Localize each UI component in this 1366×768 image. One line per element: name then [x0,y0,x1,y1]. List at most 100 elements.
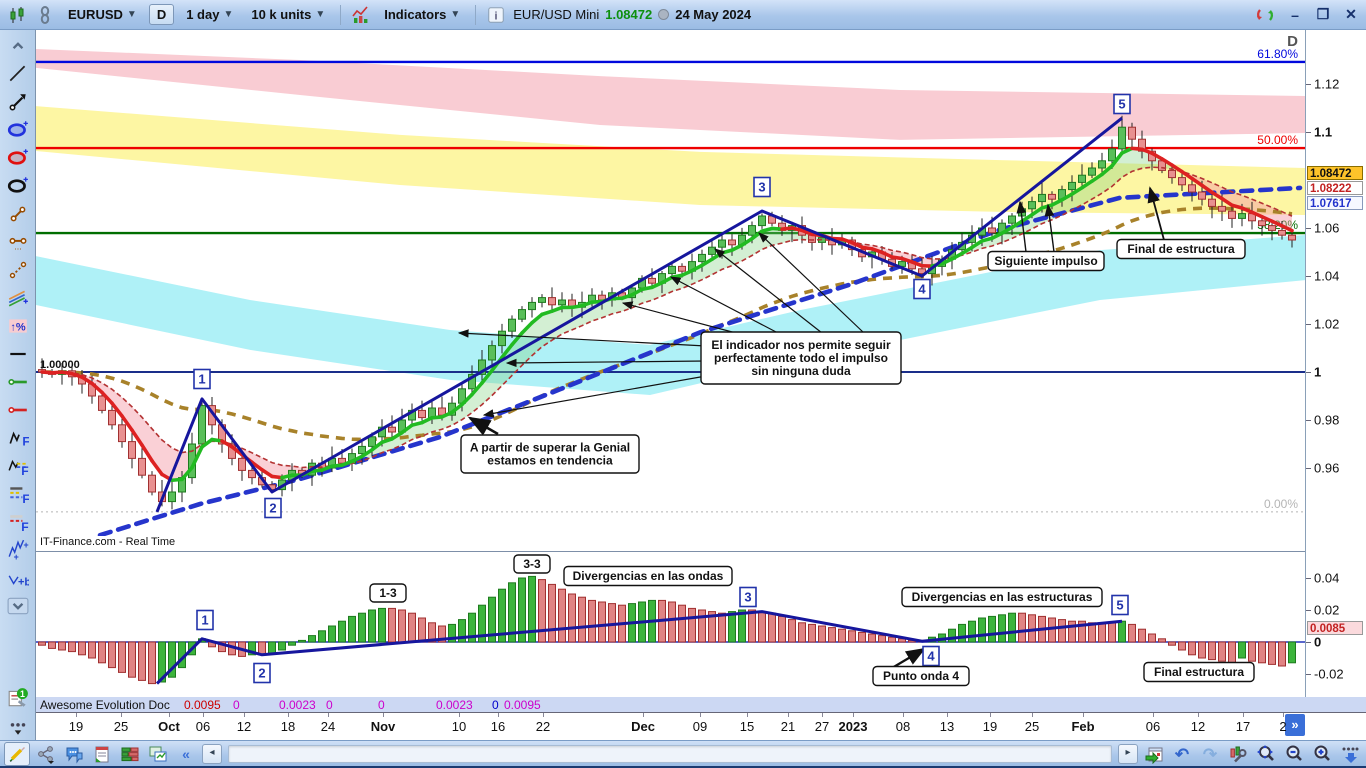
indicator-legend[interactable]: Awesome Evolution Doc 0.0095 0 0.0023 0 0 0.0… [36,697,1366,712]
collapse-down-tool[interactable] [4,592,32,620]
annotation-arrow[interactable] [457,329,707,347]
share-button[interactable] [34,743,58,765]
link-windows-icon[interactable] [34,4,56,26]
period-dropdown[interactable]: 1 day ▼ [180,5,239,24]
zoom-out-button[interactable] [1282,743,1306,765]
horizontal-segment-tool[interactable]: ... [4,228,32,256]
drawings-manager-tool[interactable]: 1 [4,684,32,712]
trend-arrow-tool[interactable] [4,88,32,116]
dotted-segment-tool[interactable] [4,256,32,284]
annotation-arrow[interactable] [505,358,707,368]
quantity-dropdown[interactable]: 10 k units ▼ [245,5,331,24]
note-el-indicador[interactable]: El indicador nos permite seguir perfectam… [700,331,902,385]
annotation-arrow[interactable] [669,276,779,334]
time-axis[interactable]: » 19 25 Oct 06 12 18 24 Nov 10 16 22 Dec 09 15 21 27 202… [36,712,1366,740]
restore-button[interactable]: ❐ [1316,6,1330,22]
annotation-arrow[interactable] [891,647,926,669]
close-button[interactable]: ✕ [1345,6,1357,22]
oscillator-svg[interactable]: 1 2 3 4 5 1-3 3-3 Divergencias en las ondas Dive… [36,552,1305,697]
wave-marker-1[interactable]: 1 [193,368,211,390]
percent-change-tool[interactable]: ↑% [4,312,32,340]
chart-scrollbar[interactable] [228,744,1112,763]
wave-marker-5[interactable]: 5 [1111,594,1129,616]
annotation-arrow[interactable] [482,375,707,418]
wave-marker-4[interactable]: 4 [922,645,940,667]
column-layout-button[interactable] [1338,743,1362,765]
oscillator-axis[interactable]: 0.04 0.02 0 -0.02 0.0085 [1305,552,1366,697]
more-tools-tool[interactable] [4,712,32,740]
annotation-arrow[interactable] [1016,200,1027,253]
annotation-arrow[interactable] [467,416,499,436]
wave-marker-3[interactable]: 3 [753,176,771,198]
goto-date-button[interactable] [1142,743,1166,765]
price-chart-svg[interactable]: 61.80%50.00%38.20%0.00%1.00000D12345Sigu… [36,30,1305,538]
svg-text:Final de estructura: Final de estructura [1127,242,1235,256]
annotation-arrow[interactable] [621,301,737,334]
price-chart-panel[interactable]: 61.80%50.00%38.20%0.00%1.00000D12345Sigu… [36,30,1305,538]
minimize-button[interactable]: – [1291,6,1299,23]
ellipse-red-tool[interactable] [4,144,32,172]
horizontal-ray-red-tool[interactable] [4,396,32,424]
info-icon[interactable]: i [485,4,507,26]
elliott-zigzag[interactable] [155,116,1123,513]
horizontal-line-tool[interactable] [4,340,32,368]
annotation-note[interactable]: Punto onda 4 [872,665,970,687]
undo-button[interactable]: ↶ [1170,743,1194,765]
instrument-name: EUR/USD Mini [513,7,600,22]
annotation-arrow[interactable] [758,232,865,334]
wave-marker-3[interactable]: 3 [739,586,757,608]
note-final-de-estructura[interactable]: Final de estructura [1116,238,1246,260]
symbol-dropdown[interactable]: EURUSD ▼ [62,5,143,24]
refresh-icon[interactable] [1254,4,1276,26]
fib-retracement-tool[interactable]: F [4,424,32,452]
annotation-note[interactable]: Divergencias en las ondas [563,565,733,587]
annotation-1-3[interactable]: 1-3 [369,583,407,603]
horizontal-ray-green-tool[interactable] [4,368,32,396]
chat-button[interactable] [62,743,86,765]
wave-marker-1[interactable]: 1 [196,609,214,631]
draw-mode-button[interactable] [4,741,30,766]
scroll-forward-button[interactable]: » [1285,714,1305,736]
oscillator-panel[interactable]: 1 2 3 4 5 1-3 3-3 Divergencias en las ondas Dive… [36,552,1305,697]
annotation-arrow[interactable] [714,248,823,334]
indicators-dropdown[interactable]: Indicators ▼ [378,5,466,24]
note-siguiente-impulso[interactable]: Siguiente impulso [987,250,1105,272]
annotation-3-3[interactable]: 3-3 [513,554,551,574]
note-a-partir[interactable]: A partir de superar la Genial estamos en … [460,434,640,474]
collapse-panel-button[interactable]: « [174,743,198,765]
annotation-note[interactable]: Final estructura [1143,661,1255,683]
news-button[interactable] [90,743,114,765]
elliott-correction-tool[interactable]: +b [4,564,32,592]
price-axis[interactable]: 1.12 1.1 1.06 1.04 1.02 1 0.98 0.96 1.08472 1.082… [1305,30,1366,536]
annotation-arrow[interactable] [1044,203,1055,253]
zoom-auto-button[interactable] [1254,743,1278,765]
order-book-button[interactable] [118,743,142,765]
fib-zones-tool[interactable]: F [4,508,32,536]
fib-extension-tool[interactable]: F [4,452,32,480]
trend-line-tool[interactable] [4,60,32,88]
wave-marker-2[interactable]: 2 [253,662,271,684]
scroll-left-button[interactable]: ◂ [202,743,222,764]
annotation-arrow[interactable] [1147,186,1165,241]
timeframe-button[interactable]: D [148,4,175,25]
duplicate-window-button[interactable] [146,743,170,765]
oscillator-zigzag[interactable] [155,610,1123,685]
zoom-in-button[interactable] [1310,743,1334,765]
channel-tool[interactable] [4,284,32,312]
ellipse-black-tool[interactable] [4,172,32,200]
chart-settings-button[interactable] [1226,743,1250,765]
segment-tool[interactable] [4,200,32,228]
ellipse-blue-tool[interactable] [4,116,32,144]
wave-marker-4[interactable]: 4 [913,278,931,300]
fib-levels-tool[interactable]: F [4,480,32,508]
wave-marker-5[interactable]: 5 [1113,93,1131,115]
collapse-up-tool[interactable] [4,32,32,60]
annotation-note[interactable]: Divergencias en las estructuras [901,586,1103,608]
candlestick-style-icon[interactable] [6,4,28,26]
scroll-right-button[interactable]: ▸ [1118,743,1138,764]
slow-ma-line [41,206,1293,442]
wave-marker-2[interactable]: 2 [264,497,282,519]
svg-text:+b: +b [18,577,29,589]
redo-button[interactable]: ↷ [1198,743,1222,765]
elliott-waves-tool[interactable]: + + [4,536,32,564]
